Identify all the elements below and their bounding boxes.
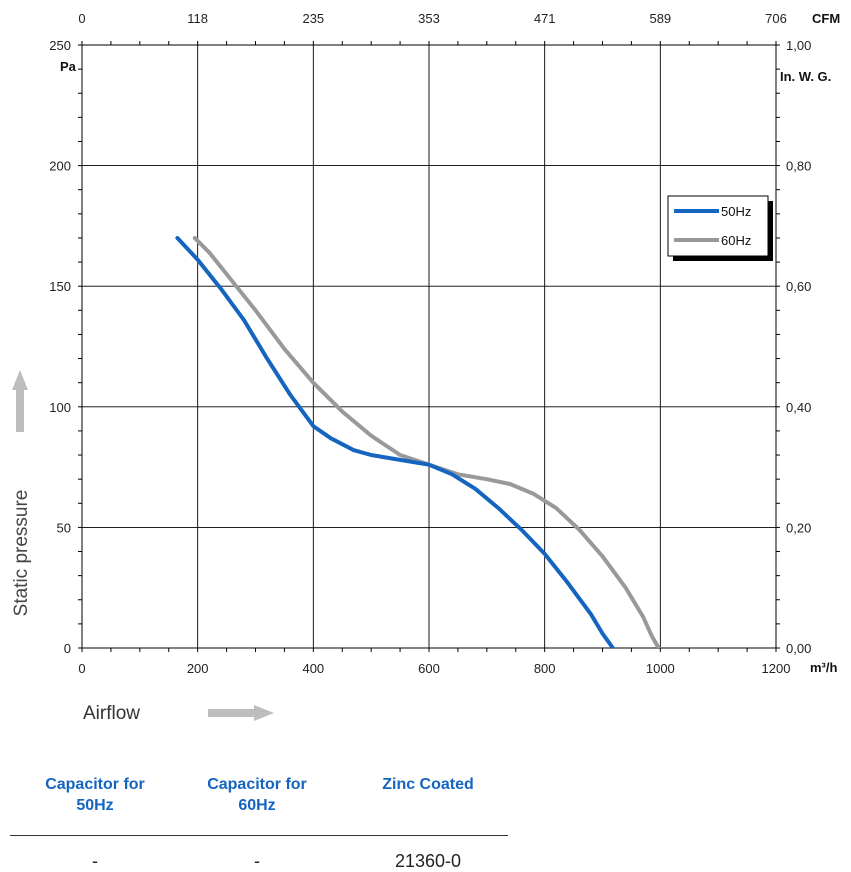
fan-curve-chart: 0020011840023560035380047110005891200706… (11, 11, 840, 724)
grid-lines (81, 44, 777, 649)
x-top-tick-label: 706 (765, 11, 787, 26)
series-line-50hz (175, 236, 615, 648)
x-tick-label: 600 (418, 661, 440, 676)
table-cell-capacitor-50hz: - (92, 851, 98, 871)
x-axis-title: Airflow (83, 703, 140, 724)
tick-labels: 0020011840023560035380047110005891200706… (49, 11, 811, 676)
table-header-capacitor-50hz: Capacitor for 50Hz (25, 774, 165, 816)
y-right-tick-label: 1,00 (786, 38, 811, 53)
y-tick-label: 100 (49, 400, 71, 415)
y-right-unit-label: In. W. G. (780, 69, 831, 84)
y-unit-label: Pa (60, 59, 77, 74)
header-line: 60Hz (238, 797, 276, 814)
table-cell-capacitor-60hz: - (254, 851, 260, 871)
y-right-tick-label: 0,80 (786, 159, 811, 174)
x-tick-label: 1200 (762, 661, 791, 676)
x-top-tick-label: 353 (418, 11, 440, 26)
legend: 50Hz 60Hz (667, 195, 773, 261)
y-tick-label: 200 (49, 159, 71, 174)
x-tick-label: 400 (302, 661, 324, 676)
data-series (175, 236, 661, 648)
table-cell-zinc-coated: 21360-0 (394, 851, 462, 871)
y-tick-label: 250 (49, 38, 71, 53)
x-unit-label: m³/h (810, 660, 838, 675)
legend-label-60hz: 60Hz (721, 233, 751, 248)
series-line-60hz (192, 236, 661, 648)
x-top-tick-label: 589 (649, 11, 671, 26)
header-line: 50Hz (76, 797, 114, 814)
y-arrow-icon (12, 370, 28, 432)
x-top-tick-label: 235 (302, 11, 324, 26)
y-right-tick-label: 0,20 (786, 520, 811, 535)
y-tick-label: 50 (57, 520, 71, 535)
header-line: Capacitor for (45, 776, 145, 793)
y-tick-label: 0 (64, 641, 71, 656)
header-line: Zinc Coated (382, 776, 474, 793)
x-tick-label: 0 (78, 661, 85, 676)
x-top-unit-label: CFM (812, 11, 840, 26)
x-tick-label: 200 (187, 661, 209, 676)
table-divider (10, 835, 508, 836)
x-top-tick-label: 471 (534, 11, 556, 26)
y-right-tick-label: 0,40 (786, 400, 811, 415)
table-header-zinc-coated: Zinc Coated (358, 774, 498, 795)
x-tick-label: 800 (534, 661, 556, 676)
table-header-capacitor-60hz: Capacitor for 60Hz (187, 774, 327, 816)
header-line: Capacitor for (207, 776, 307, 793)
x-arrow-icon (208, 705, 274, 721)
y-tick-label: 150 (49, 279, 71, 294)
y-right-tick-label: 0,60 (786, 279, 811, 294)
x-tick-label: 1000 (646, 661, 675, 676)
x-top-tick-label: 0 (78, 11, 85, 26)
y-axis-title: Static pressure (11, 490, 32, 617)
y-right-tick-label: 0,00 (786, 641, 811, 656)
legend-label-50hz: 50Hz (721, 204, 751, 219)
tick-marks (78, 41, 780, 652)
x-top-tick-label: 118 (187, 11, 208, 26)
